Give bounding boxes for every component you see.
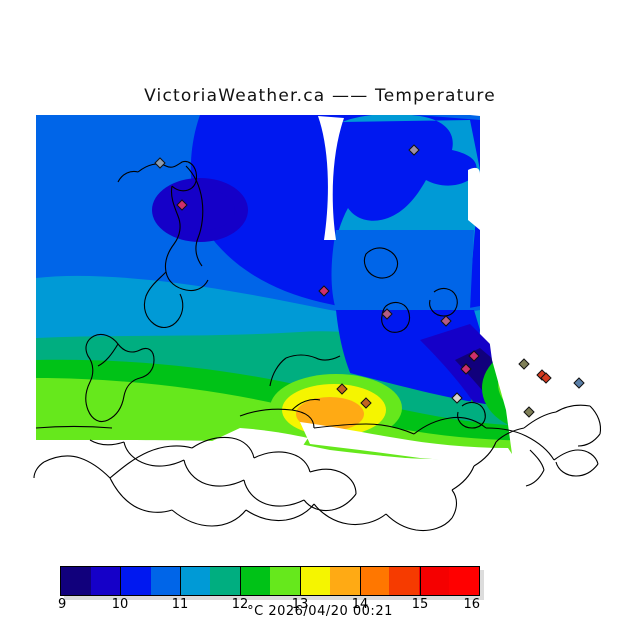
station-mid-strait[interactable]: 10.6 °C <box>381 308 393 320</box>
colorbar-swatch[interactable] <box>419 567 450 595</box>
colorbar-tick-label: 13 <box>291 597 309 612</box>
station-sooke[interactable]: 13 °C <box>336 383 348 395</box>
station-discovery[interactable]: 11.4 °C <box>460 363 472 375</box>
colorbar-caption: °C 2026/04/20 00:21 <box>247 604 393 619</box>
station-haro-strait[interactable]: 11 °C <box>468 350 480 362</box>
station-saanich-south[interactable]: 12.4 °C <box>523 406 535 418</box>
station-brentwood[interactable]: 10.4 °C <box>318 285 330 297</box>
colorbar-tick <box>300 566 301 596</box>
colorbar-swatch[interactable] <box>61 567 91 595</box>
colorbar-tick-label: 16 <box>463 597 480 612</box>
station-race-rocks[interactable]: 11.8 °C <box>573 377 585 389</box>
colorbar-tick-label: 10 <box>111 597 129 612</box>
colorbar-swatch[interactable] <box>180 567 211 595</box>
station-metchosin[interactable]: 13.2 °C <box>360 397 372 409</box>
colorbar-tick <box>120 566 121 596</box>
colorbar-tick <box>180 566 181 596</box>
station-gulf-islands[interactable]: 11.2 °C <box>408 144 420 156</box>
colorbar-swatch[interactable] <box>329 567 360 595</box>
page-title: VictoriaWeather.ca —— Temperature <box>144 86 496 106</box>
colorbar-swatch[interactable] <box>359 567 390 595</box>
colorbar-tick <box>360 566 361 596</box>
colorbar-strip[interactable] <box>60 566 480 596</box>
colorbar-swatch[interactable] <box>210 567 241 595</box>
colorbar-tick-label: 9 <box>58 597 67 612</box>
coastline-outlines <box>33 160 602 532</box>
station-north-inlet[interactable]: 11 °C <box>154 157 166 169</box>
temperature-map[interactable]: 11 °C 10.2 °C 11.2 °C 10.4 °C 10.6 °C 10.5 °C… <box>0 110 640 550</box>
colorbar-swatch[interactable] <box>299 567 330 595</box>
station-esquimalt[interactable]: 12.2 °C <box>451 392 463 404</box>
station-markers[interactable]: 11 °C 10.2 °C 11.2 °C 10.4 °C 10.6 °C 10.5 °C… <box>154 144 585 418</box>
colorbar-swatch[interactable] <box>120 567 151 595</box>
colorbar-tick-labels: 9 10 11 12 13 14 15 16 <box>58 566 480 614</box>
colorbar-swatch[interactable] <box>389 567 420 595</box>
colorbar: 9 10 11 12 13 14 15 16 <box>58 566 484 612</box>
colorbar-tick-label: 12 <box>231 597 249 612</box>
colorbar-swatch[interactable] <box>270 567 300 595</box>
station-strait-east[interactable]: 10.5 °C <box>440 315 452 327</box>
temperature-field-svg: 11 °C 10.2 °C 11.2 °C 10.4 °C 10.6 °C 10.5 °C… <box>0 110 640 550</box>
station-oak-bay[interactable]: 12.6 °C <box>518 358 530 370</box>
colorbar-tick-label: 15 <box>411 597 429 612</box>
colorbar-tick <box>240 566 241 596</box>
station-saanich[interactable]: 10.2 °C <box>176 199 188 211</box>
colorbar-swatch[interactable] <box>449 567 480 595</box>
colorbar-tick-label: 14 <box>351 597 369 612</box>
colorbar-swatch[interactable] <box>90 567 121 595</box>
station-victoria-2[interactable]: 14.3 °C <box>540 372 552 384</box>
colorbar-swatch[interactable] <box>240 567 271 595</box>
colorbar-swatch[interactable] <box>150 567 181 595</box>
colorbar-tick <box>420 566 421 596</box>
colorbar-tick-label: 11 <box>171 597 189 612</box>
